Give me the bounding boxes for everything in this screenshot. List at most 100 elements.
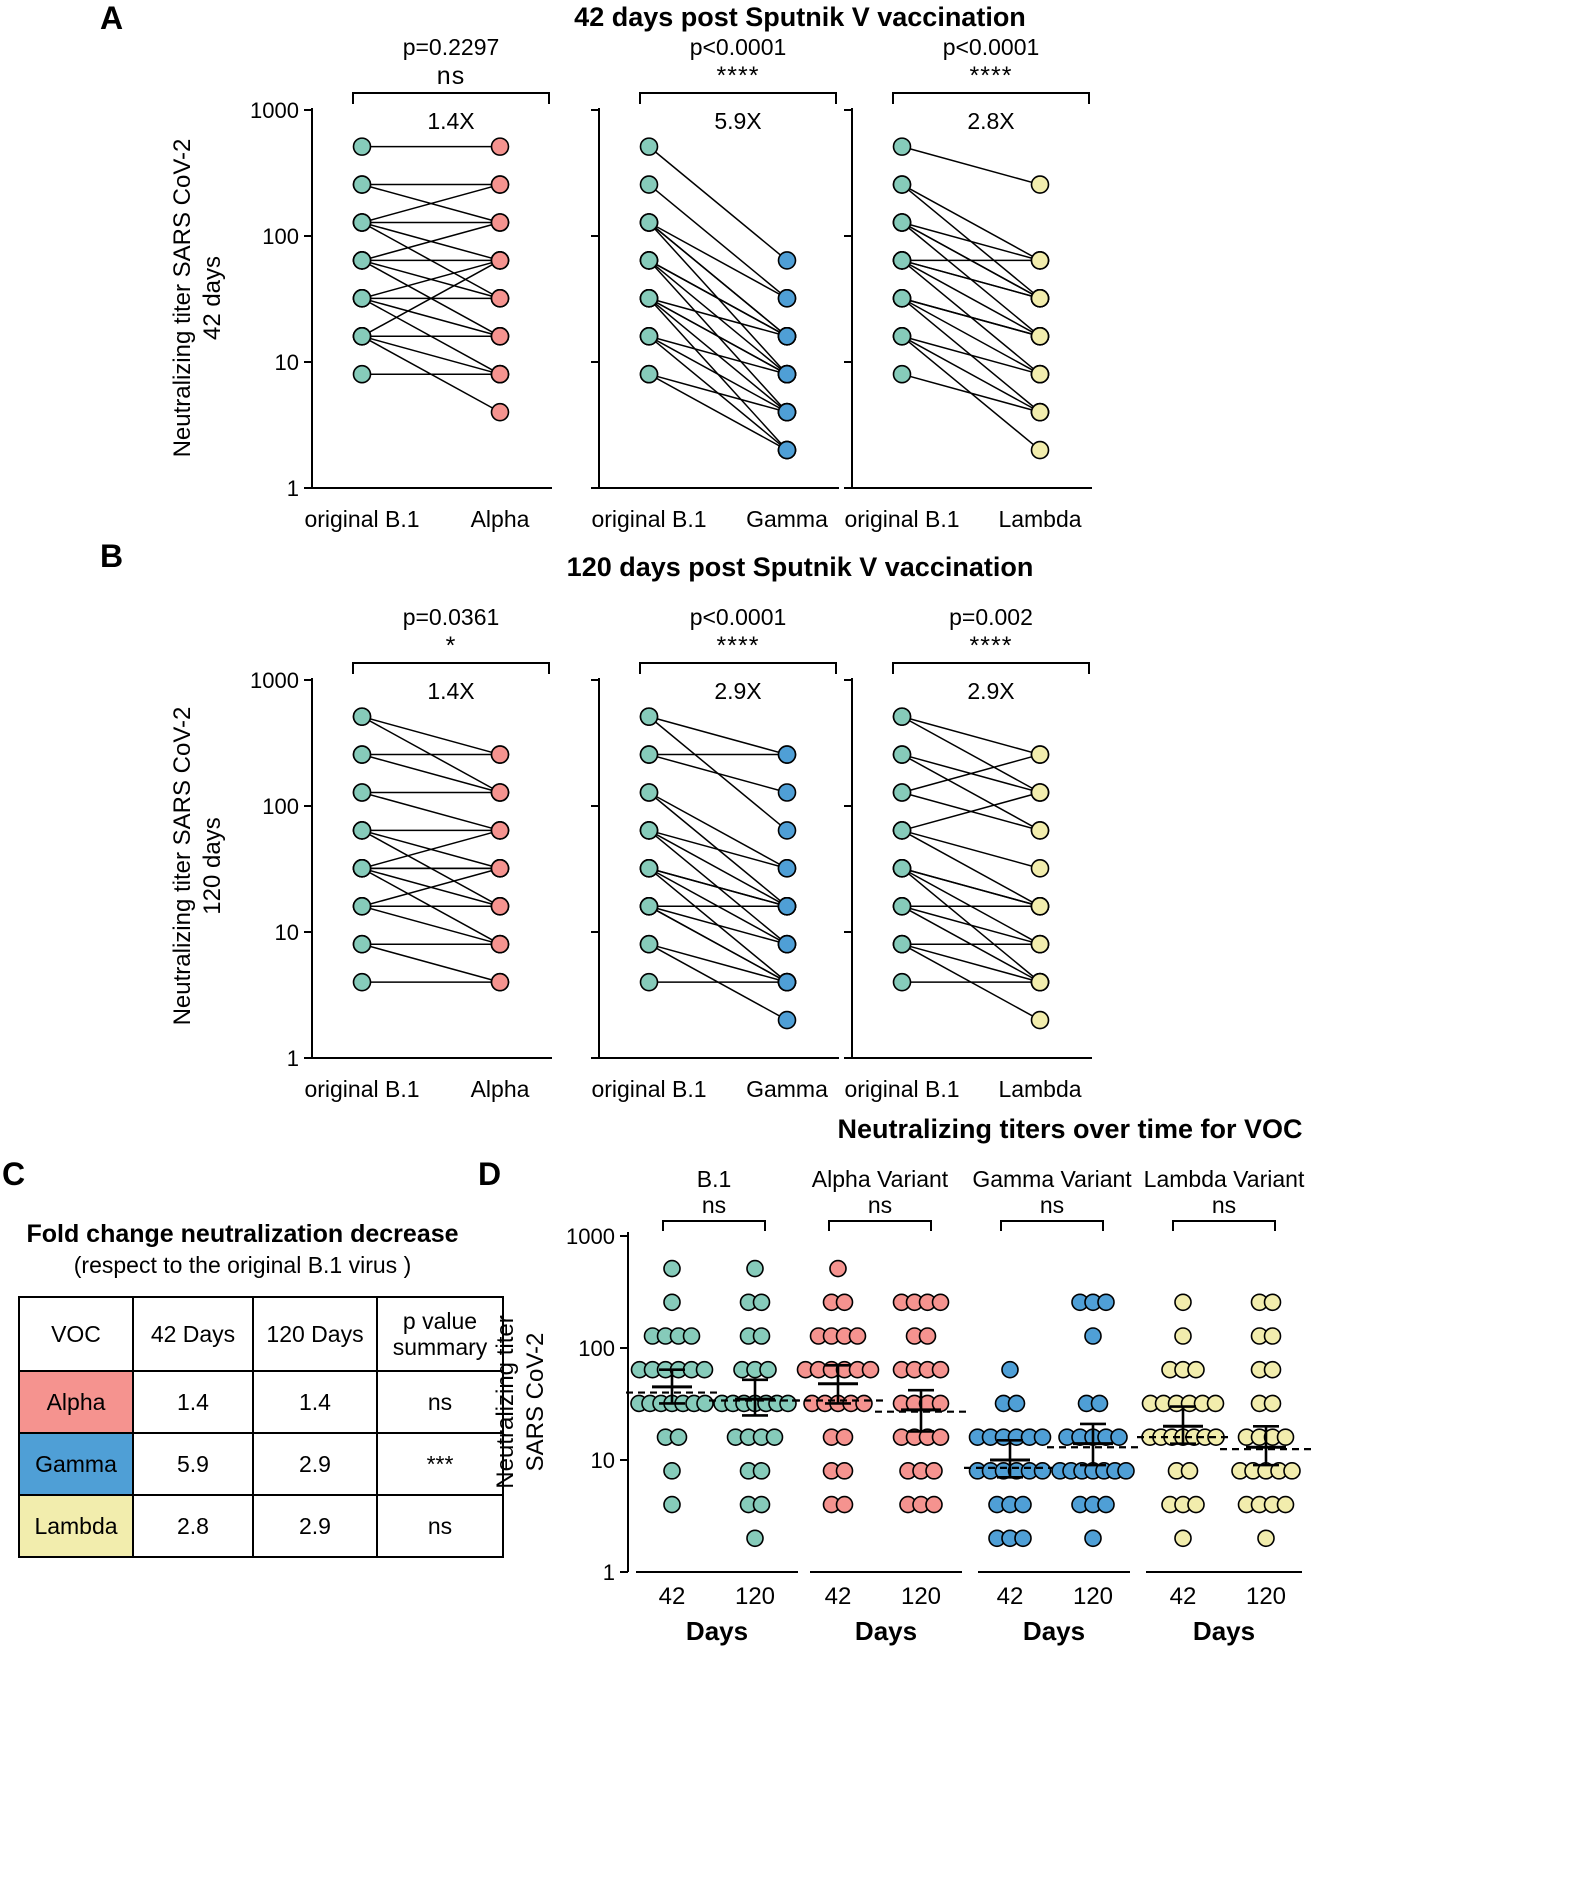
data-point-variant [490,137,510,156]
alpha-120-value: 1.4 [252,1370,378,1434]
subplot-b-alpha: p=0.0361 * 1.4X 1 10 100 1000 original B.1 … [250,598,554,1138]
data-point-variant [777,364,797,384]
data-point-variant [777,402,797,422]
pair-line [648,373,788,451]
x-axis-labels: original B.1 Gamma [541,1076,841,1108]
x-axis-labels: original B.1 Lambda [794,1076,1094,1108]
data-point-b1 [352,137,372,156]
data-point [835,1293,854,1312]
data-point-variant [1030,402,1050,422]
data-point [779,1394,797,1413]
data-point [835,1428,854,1446]
data-point-variant [777,859,797,878]
x-axis-title: Days [686,1616,748,1646]
pair-line [901,221,1041,300]
significance-bracket [662,1220,766,1231]
data-point-b1 [892,934,912,954]
pair-line [648,335,788,413]
pair-line [901,221,1041,262]
data-point-b1 [352,896,372,916]
x-axis-title: Days [855,1616,917,1646]
data-point [752,1293,771,1312]
data-point [925,1495,943,1514]
pair-line [648,829,788,907]
y-tick-label: 100 [262,224,299,249]
pair-line [901,753,1041,832]
data-point [695,1360,714,1379]
pair-line [361,221,501,262]
pair-line [901,753,1041,794]
pair-line [901,867,1041,908]
data-point-variant [1030,326,1050,346]
pair-line [361,183,501,224]
data-point [918,1327,937,1345]
pair-line [361,259,501,300]
data-point [1097,1495,1115,1514]
panel-b-ylabel-line1: Neutralizing titer SARS CoV-2 [169,706,196,1026]
data-point-b1 [639,707,659,726]
data-point-variant [1030,289,1050,308]
x-label-variant: Alpha [470,506,530,532]
data-point [1263,1360,1282,1379]
data-point-b1 [639,289,659,308]
x-label-variant: Gamma [746,1076,828,1102]
pair-line [901,829,1041,870]
data-point [1276,1428,1295,1446]
panel-a-title: 42 days post Sputnik V vaccination [574,2,1026,32]
data-point [931,1428,950,1446]
panel-d-ylabel-line2: SARS CoV-2 [522,1332,549,1472]
data-point [1257,1529,1275,1548]
pair-line [361,259,501,337]
data-point [752,1327,771,1345]
data-point-b1 [639,326,659,346]
data-point [682,1327,701,1345]
data-point [663,1293,681,1312]
group-label-b1: B.1 [696,1166,732,1192]
data-point-b1 [639,783,659,802]
data-point [861,1360,880,1379]
y-tick-label: 1 [603,1560,615,1585]
data-point-variant [1030,783,1050,802]
data-point-b1 [892,364,912,384]
pair-line [901,259,1041,300]
data-point-b1 [892,213,912,232]
data-point [1097,1293,1115,1312]
data-point-b1 [639,896,659,916]
significance: **** [716,62,760,90]
y-tick-label: 1000 [250,98,299,123]
data-point-b1 [352,175,372,194]
pair-line [648,373,788,413]
data-point [1174,1529,1192,1548]
p-value: p<0.0001 [689,34,787,60]
data-point [1187,1495,1205,1514]
pair-line [648,867,788,908]
data-point-variant [777,783,797,802]
panel-d-ylabel-line1: Neutralizing titer [492,1315,519,1489]
data-point-variant [777,289,797,308]
data-point-b1 [892,972,912,992]
subplot-b-gamma: p<0.0001 **** 2.9X original B.1 Gamma [541,598,841,1138]
gamma-p-summary: *** [376,1432,504,1496]
pair-line [648,259,788,337]
data-point-b1 [352,213,372,232]
data-point [1110,1428,1128,1446]
alpha-42-value: 1.4 [132,1370,254,1434]
data-point [752,1495,771,1514]
paired-plot-b-gamma [591,678,839,1059]
pair-line [648,791,788,870]
significance-bracket [352,662,550,674]
pair-line [901,715,1041,756]
panel-d-title: Neutralizing titers over time for VOC [837,1114,1303,1144]
group-label-alpha: Alpha Variant [811,1166,949,1192]
panel-b-title: 120 days post Sputnik V vaccination [566,552,1034,582]
significance: **** [969,632,1013,660]
table-row-alpha: Alpha 1.4 1.4 ns [18,1370,504,1434]
data-point-variant [1030,896,1050,916]
paired-plot-a-alpha: 1 10 100 1000 [250,98,552,501]
data-point-variant [777,440,797,460]
data-point [1033,1428,1052,1446]
data-point [931,1360,950,1379]
data-point-b1 [639,137,659,156]
pair-line [648,943,788,983]
